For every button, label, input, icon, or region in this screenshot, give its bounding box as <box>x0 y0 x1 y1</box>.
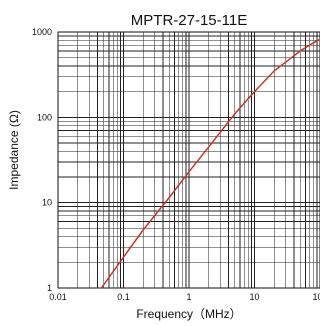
y-tick-label: 100 <box>37 112 52 122</box>
chart-title: MPTR-27-15-11E <box>131 12 247 29</box>
y-tick-label: 1 <box>47 283 52 293</box>
impedance-series-line <box>100 38 320 289</box>
y-axis-label: Impedance (Ω) <box>7 110 21 190</box>
y-tick-label: 1000 <box>32 27 52 37</box>
grid-layer <box>57 31 320 289</box>
x-tick-label: 10 <box>249 292 259 302</box>
plot-border <box>57 31 320 289</box>
x-tick-label: 100 <box>312 292 320 302</box>
x-tick-label: 0.01 <box>49 292 67 302</box>
series-layer <box>100 38 320 289</box>
x-tick-label: 0.1 <box>117 292 130 302</box>
tick-layer: 0.01 0.1 1 10 100 1 10 100 1000 <box>32 27 320 302</box>
x-axis-label: Frequency（MHz） <box>136 307 241 321</box>
x-tick-label: 1 <box>186 292 191 302</box>
y-tick-label: 10 <box>42 198 52 208</box>
